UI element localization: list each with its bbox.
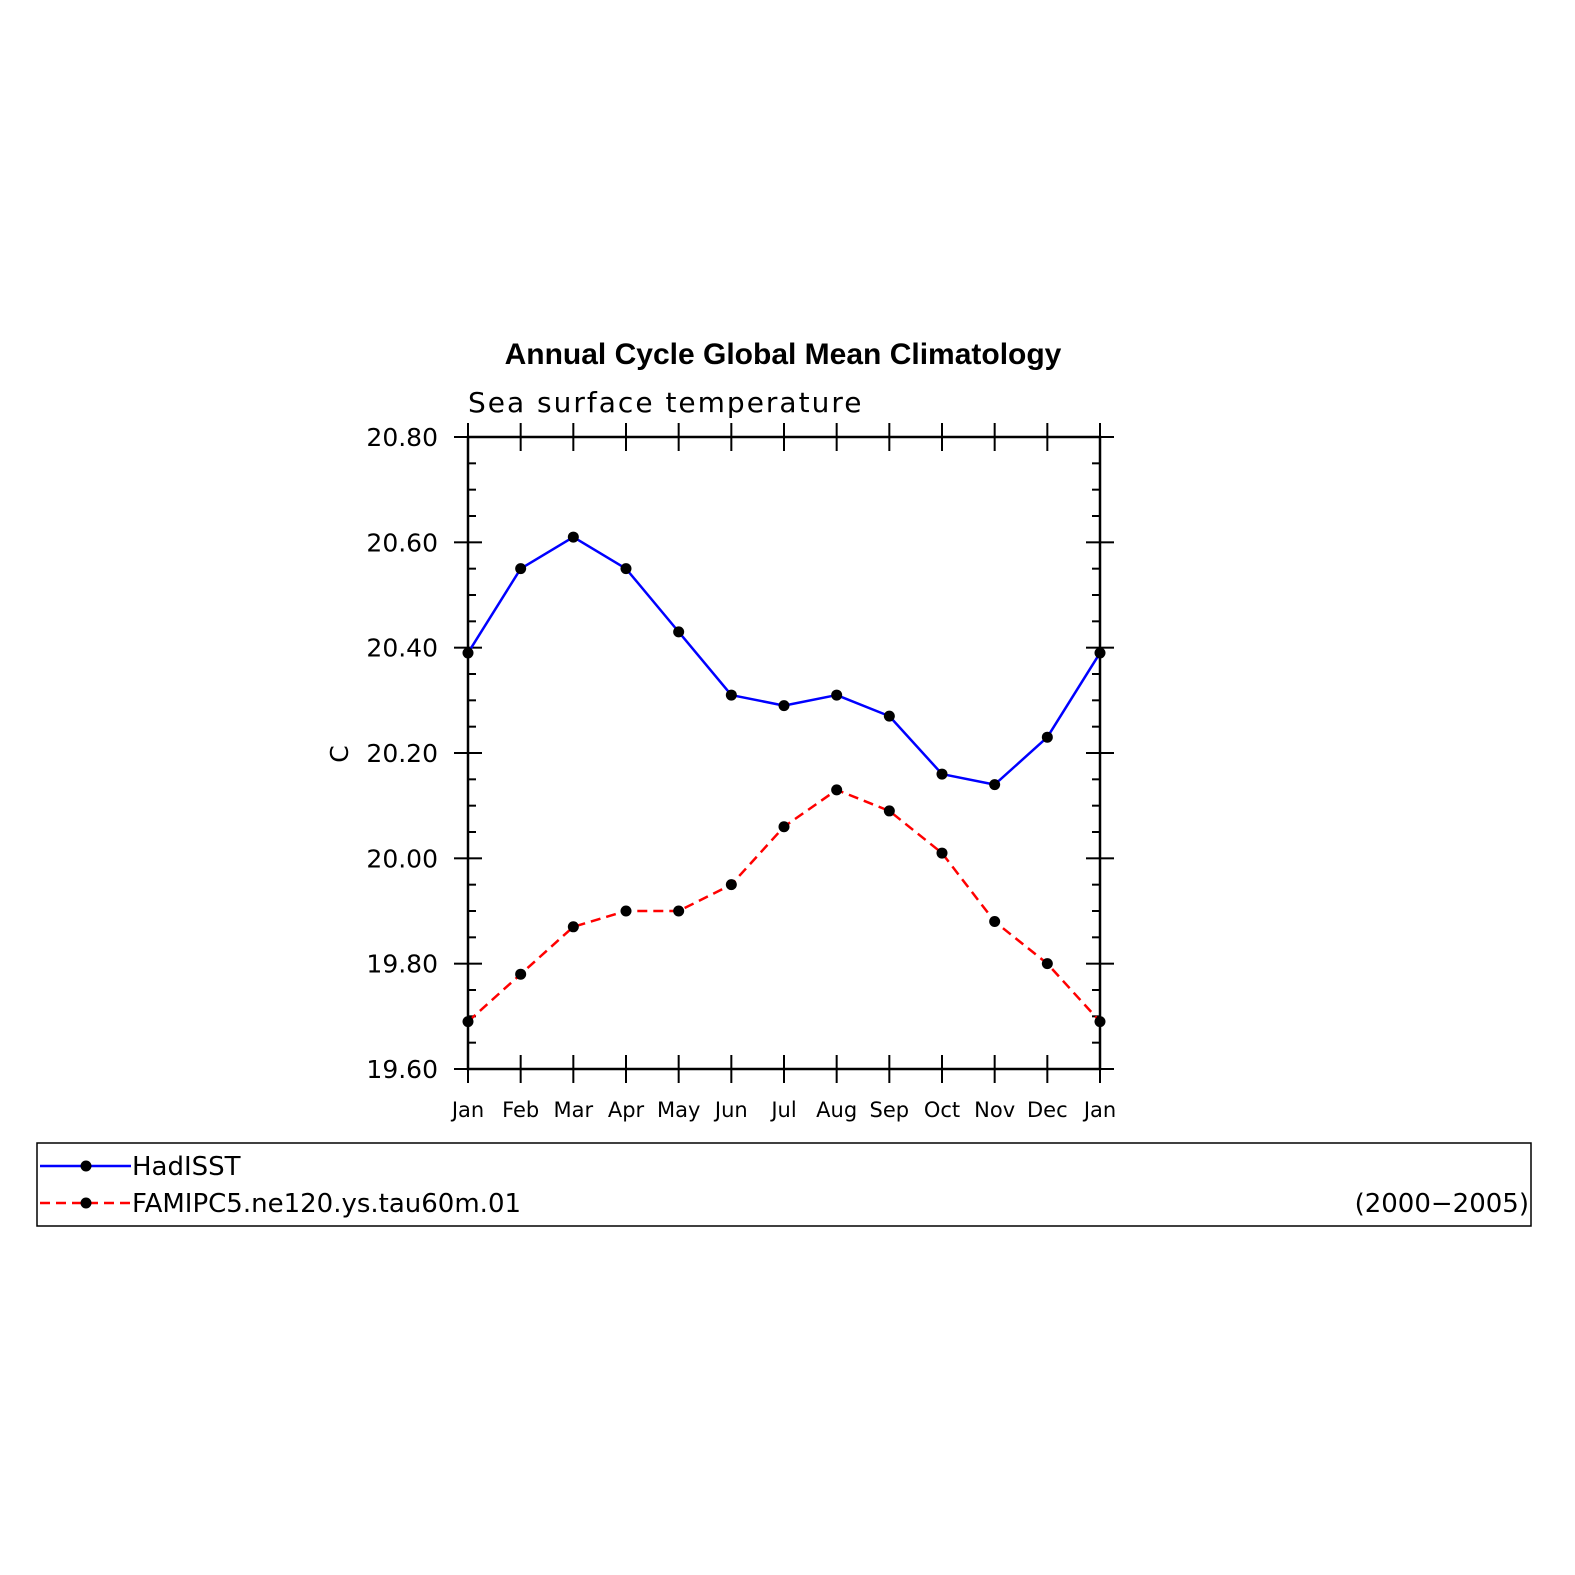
y-tick-label: 20.40 (366, 634, 438, 663)
series-2-point (831, 784, 843, 796)
series-1-point (883, 710, 895, 722)
legend-label-1: HadISST (132, 1152, 241, 1182)
x-tick-label: Jun (713, 1098, 748, 1122)
y-tick-label: 20.80 (366, 423, 438, 452)
legend-label-2: FAMIPC5.ne120.ys.tau60m.01 (132, 1189, 521, 1219)
y-tick-label: 19.60 (366, 1055, 438, 1084)
legend-box (36, 1142, 1532, 1227)
plot-frame (466, 435, 1102, 1071)
y-tick-label: 20.20 (366, 739, 438, 768)
series-2-point (515, 968, 527, 980)
series-2-point (620, 905, 632, 917)
series-1-point (673, 626, 685, 638)
x-tick-label: Feb (502, 1098, 539, 1122)
series-2-point (725, 879, 737, 891)
legend: HadISST FAMIPC5.ne120.ys.tau60m.01 (40, 1152, 521, 1219)
legend-note: (2000−2005) (1355, 1189, 1529, 1219)
series-1-point (831, 689, 843, 701)
y-tick-label: 20.60 (366, 528, 438, 557)
series-1-point (725, 689, 737, 701)
series-2-point (1094, 1016, 1106, 1028)
x-tick-label: Jan (1082, 1098, 1116, 1122)
chart-title: Annual Cycle Global Mean Climatology (505, 338, 1062, 371)
series-2-point (462, 1016, 474, 1028)
series-1-point (567, 531, 579, 543)
x-tick-label: Aug (816, 1098, 857, 1122)
legend-marker-2 (80, 1197, 92, 1209)
x-tick-label: Oct (924, 1098, 960, 1122)
series-2-point (989, 916, 1001, 928)
series-2-point (673, 905, 685, 917)
series-2-point (567, 921, 579, 933)
axes: 20.80 20.60 20.40 20.20 20.00 19.80 19.60 Jan Fe… (366, 423, 1116, 1122)
series-1-point (936, 768, 948, 780)
series-line-1 (466, 535, 1102, 786)
series-1-point (989, 779, 1001, 791)
series-1-point (778, 700, 790, 712)
y-tick-label: 19.80 (366, 950, 438, 979)
x-tick-label: Jan (450, 1098, 484, 1122)
x-tick-label: Jul (769, 1098, 796, 1122)
x-tick-label: Dec (1027, 1098, 1068, 1122)
series-1-point (1041, 731, 1053, 743)
chart-subtitle: Sea surface temperature (468, 386, 863, 419)
series-2-point (883, 805, 895, 817)
legend-marker-1 (80, 1160, 92, 1172)
x-tick-label: Apr (608, 1098, 645, 1122)
series-1-point (462, 647, 474, 659)
series-1-point (1094, 647, 1106, 659)
y-axis-label: C (325, 745, 354, 762)
series-1-point (515, 563, 527, 575)
x-tick-label: Nov (974, 1098, 1015, 1122)
series-1-point (620, 563, 632, 575)
series-2-point (936, 847, 948, 859)
series-2-point (1041, 958, 1053, 970)
series-layer (462, 531, 1106, 1028)
series-2-point (778, 821, 790, 833)
x-tick-label: Sep (870, 1098, 910, 1122)
y-tick-label: 20.00 (366, 844, 438, 873)
x-tick-label: May (657, 1098, 700, 1122)
x-tick-label: Mar (554, 1098, 594, 1122)
